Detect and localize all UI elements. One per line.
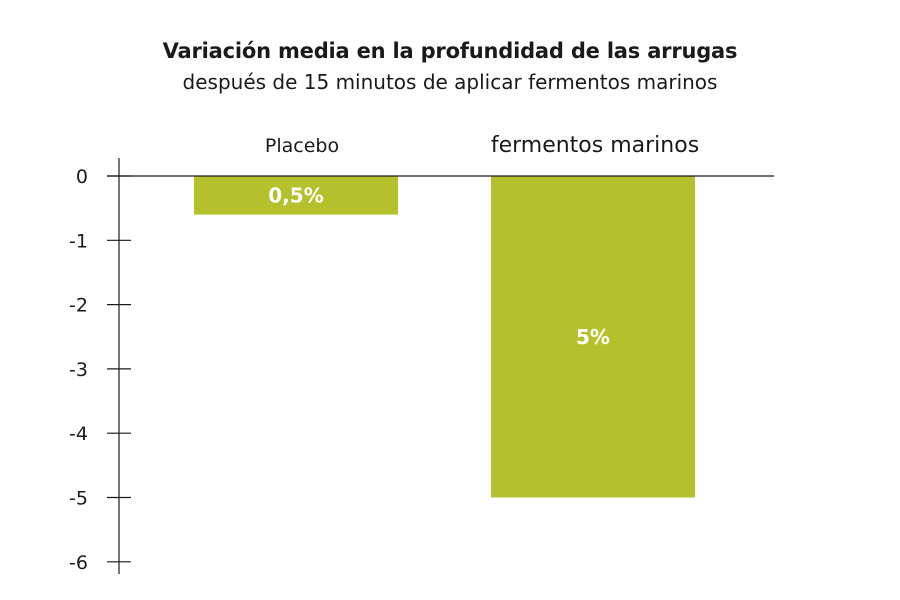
y-tick-label: 0 — [76, 166, 88, 188]
y-tick-label: -3 — [69, 359, 88, 381]
y-tick-label: -5 — [69, 488, 88, 510]
chart-title: Variación media en la profundidad de las… — [162, 39, 738, 63]
y-tick-label: -6 — [69, 552, 88, 574]
y-tick-label: -4 — [69, 423, 88, 445]
category-label: Placebo — [265, 135, 339, 157]
bar-data-label: 5% — [576, 325, 610, 349]
chart-subtitle: después de 15 minutos de aplicar ferment… — [182, 70, 718, 94]
bar-data-label: 0,5% — [268, 183, 323, 207]
y-tick-label: -1 — [69, 230, 88, 252]
y-tick-label: -2 — [69, 295, 88, 317]
bar-2 — [491, 176, 695, 498]
chart-header: Variación media en la profundidad de las… — [0, 36, 900, 98]
category-label: fermentos marinos — [491, 133, 699, 158]
bar-1 — [194, 176, 398, 215]
